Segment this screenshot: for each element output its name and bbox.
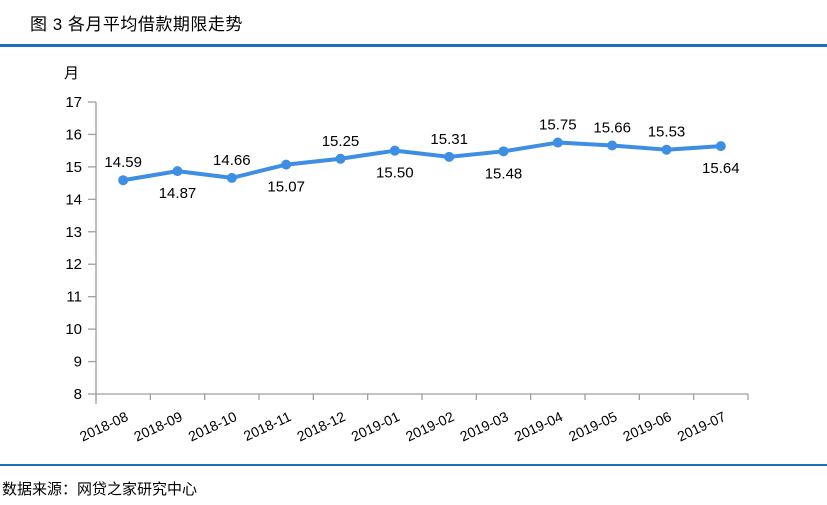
x-tick-label: 2018-08 [77,408,131,444]
data-point-marker [118,175,129,186]
data-point-label: 15.66 [593,119,631,136]
x-tick-label: 2019-03 [457,408,511,444]
data-point-marker [389,145,400,156]
y-axis-unit-label: 月 [64,65,80,82]
data-point-marker [172,166,183,177]
x-tick-label: 2018-10 [186,408,240,444]
y-tick-label: 15 [65,159,82,176]
x-tick-label: 2019-06 [620,408,674,444]
data-point-label: 15.25 [322,133,360,150]
data-point-marker [661,144,672,155]
x-tick-label: 2019-04 [512,408,566,444]
y-tick-label: 8 [74,386,82,403]
data-point-label: 15.50 [376,165,414,182]
y-tick-label: 13 [65,224,82,241]
y-tick-label: 16 [65,126,82,143]
x-tick-label: 2019-01 [349,408,403,444]
bottom-separator-line [0,464,827,466]
y-tick-label: 10 [65,321,82,338]
x-tick-label: 2018-09 [131,408,185,444]
data-source-note: 数据来源：网贷之家研究中心 [2,481,198,498]
data-point-label: 15.07 [267,179,305,196]
y-tick-label: 17 [65,94,82,111]
x-tick-label: 2018-11 [241,408,294,444]
x-tick-label: 2019-07 [675,408,729,444]
y-tick-label: 14 [65,191,82,208]
data-point-label: 15.75 [539,117,577,134]
top-separator-line [0,44,827,47]
x-tick-label: 2018-12 [294,408,348,444]
x-tick-label: 2019-05 [566,408,620,444]
data-point-marker [226,172,237,183]
data-point-marker [335,153,346,164]
series-line [121,140,723,183]
data-point-label: 14.59 [104,154,142,171]
data-point-marker [498,146,509,157]
x-tick-label: 2019-02 [403,408,457,444]
data-point-label: 15.48 [485,165,523,182]
data-point-marker [607,140,618,151]
data-point-label: 15.64 [702,160,740,177]
data-point-marker [444,151,455,162]
data-point-marker [281,159,292,170]
y-tick-label: 12 [65,256,82,273]
chart-title: 图 3 各月平均借款期限走势 [30,15,243,34]
data-point-label: 15.31 [430,131,468,148]
data-point-label: 14.87 [159,185,197,202]
data-point-marker [552,137,563,148]
data-point-marker [715,141,726,152]
data-point-label: 15.53 [648,124,686,141]
y-tick-label: 11 [66,289,82,306]
data-point-label: 14.66 [213,152,251,169]
y-tick-label: 9 [74,354,82,371]
